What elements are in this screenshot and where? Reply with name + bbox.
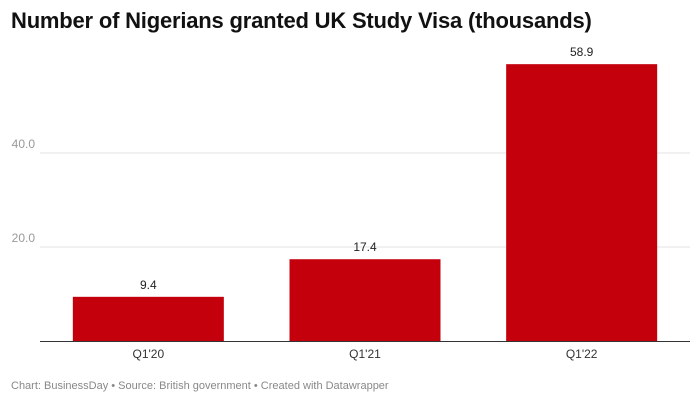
bar-value-label: 9.4 (140, 278, 157, 292)
chart-title: Number of Nigerians granted UK Study Vis… (11, 8, 592, 33)
bars (72, 64, 658, 342)
x-category-label: Q1'22 (566, 347, 598, 361)
bar (506, 64, 658, 342)
bar (289, 259, 441, 341)
bar-value-label: 58.9 (570, 45, 594, 59)
x-category-label: Q1'20 (133, 347, 165, 361)
y-tick-label: 40.0 (12, 137, 36, 151)
chart-footer: Chart: BusinessDay • Source: British gov… (11, 380, 389, 392)
y-tick-label: 20.0 (12, 231, 36, 245)
labels: 20.0 40.0 9.4 Q1'20 17.4 Q1'21 58.9 Q1'22 (12, 45, 598, 361)
bar-value-label: 17.4 (353, 240, 377, 254)
bar (72, 296, 224, 341)
x-category-label: Q1'21 (349, 347, 381, 361)
